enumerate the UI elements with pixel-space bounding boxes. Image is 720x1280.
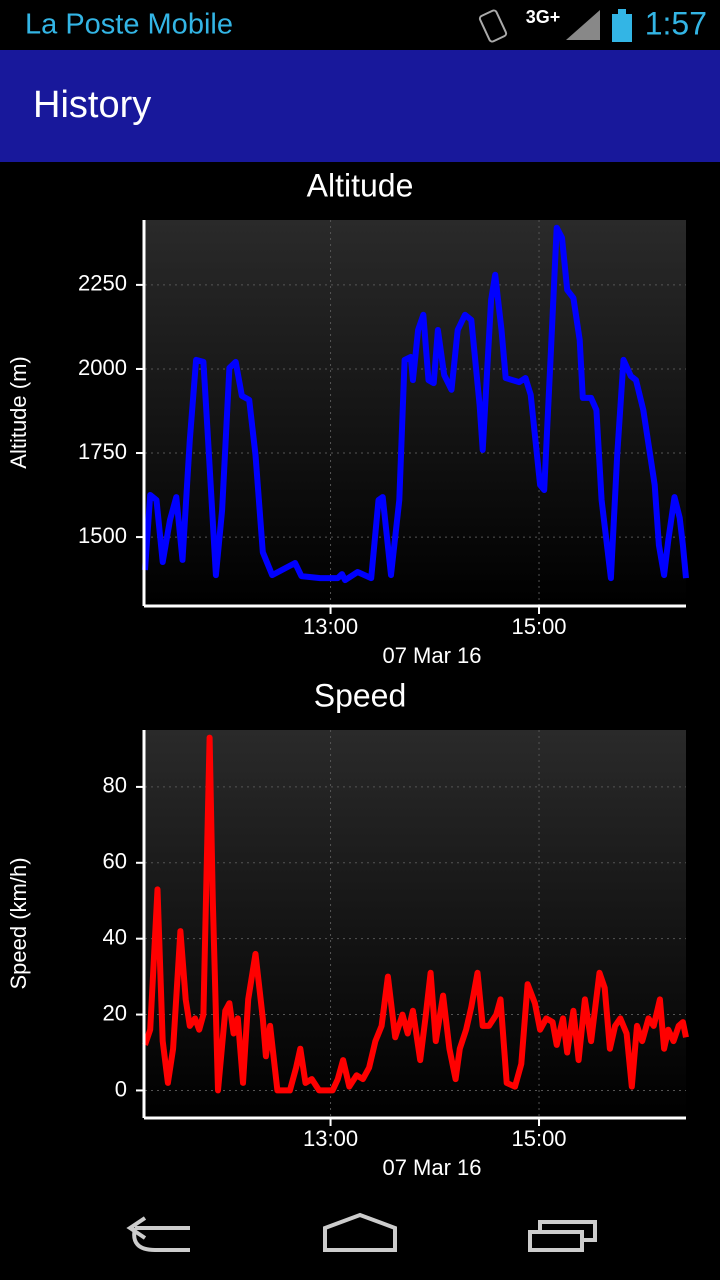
recents-button[interactable] bbox=[528, 1220, 597, 1252]
status-app: La Poste Mobile bbox=[25, 9, 233, 41]
y-axis-label: Altitude (m) bbox=[6, 356, 31, 468]
status-time: 1:57 bbox=[645, 5, 707, 41]
y-axis-label: Speed (km/h) bbox=[6, 857, 31, 989]
nav-bar bbox=[126, 1212, 597, 1252]
data-line bbox=[142, 734, 689, 1094]
x-tick-label: 13:00 bbox=[303, 1126, 358, 1151]
y-tick-label: 80 bbox=[103, 773, 127, 798]
x-axis-label: 07 Mar 16 bbox=[382, 643, 481, 668]
x-tick-label: 15:00 bbox=[511, 614, 566, 639]
x-tick-label: 15:00 bbox=[511, 1126, 566, 1151]
x-axis-label: 07 Mar 16 bbox=[382, 1155, 481, 1180]
app-bar bbox=[0, 50, 720, 162]
y-tick-label: 1750 bbox=[78, 439, 127, 464]
y-tick-label: 20 bbox=[103, 1000, 127, 1025]
chart-title: Altitude bbox=[307, 167, 414, 203]
y-tick-label: 40 bbox=[103, 924, 127, 949]
y-tick-label: 60 bbox=[103, 849, 127, 874]
data-line bbox=[142, 224, 689, 584]
plot-background bbox=[145, 730, 686, 1117]
back-button[interactable] bbox=[126, 1216, 190, 1252]
home-button[interactable] bbox=[323, 1212, 397, 1252]
y-tick-label: 0 bbox=[115, 1076, 127, 1101]
y-tick-label: 2250 bbox=[78, 271, 127, 296]
x-tick-label: 13:00 bbox=[303, 614, 358, 639]
y-tick-label: 2000 bbox=[78, 355, 127, 380]
chart-title: Speed bbox=[314, 677, 407, 713]
y-tick-label: 1500 bbox=[78, 523, 127, 548]
status-icons bbox=[478, 9, 632, 43]
status-network: 3G+ bbox=[526, 7, 561, 27]
app-title: History bbox=[33, 84, 151, 126]
